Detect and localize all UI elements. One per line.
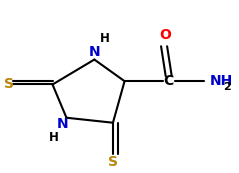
Text: S: S xyxy=(108,155,118,169)
Text: NH: NH xyxy=(209,74,233,88)
Text: 2: 2 xyxy=(223,82,231,92)
Text: N: N xyxy=(57,117,69,131)
Text: H: H xyxy=(49,131,59,144)
Text: H: H xyxy=(100,32,110,45)
Text: N: N xyxy=(88,45,100,59)
Text: O: O xyxy=(159,28,171,42)
Text: C: C xyxy=(164,74,174,88)
Text: S: S xyxy=(4,78,14,92)
